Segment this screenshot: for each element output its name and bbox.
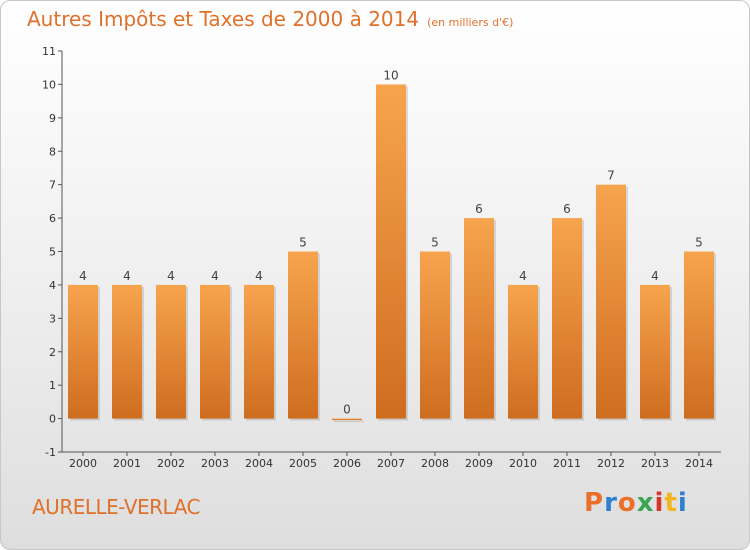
x-tick-label: 2003 <box>201 457 229 470</box>
chart-axes: -1 0 1 2 3 4 5 6 7 8 9 10 11 2000 2001 2002 2003 2004 2005… <box>42 45 721 470</box>
x-tick-label: 2005 <box>289 457 317 470</box>
y-tick-label: 9 <box>49 112 56 125</box>
x-tick-label: 2009 <box>465 457 493 470</box>
logo-letter: x <box>636 488 655 518</box>
bar <box>684 251 714 419</box>
y-tick-label: 3 <box>49 312 56 325</box>
logo-letter: t <box>664 488 678 518</box>
bar-value-label: 7 <box>607 169 615 183</box>
y-tick-label: 6 <box>49 212 56 225</box>
x-tick-label: 2001 <box>113 457 141 470</box>
chart-title: Autres Impôts et Taxes de 2000 à 2014 (en… <box>27 7 513 31</box>
bar <box>332 418 362 421</box>
bar-value-label: 4 <box>167 269 175 283</box>
x-tick-label: 2000 <box>69 457 97 470</box>
x-tick-label: 2011 <box>553 457 581 470</box>
bar-value-label: 5 <box>299 236 307 250</box>
y-tick-label: 2 <box>49 346 56 359</box>
x-tick-label: 2010 <box>509 457 537 470</box>
bar <box>68 284 98 419</box>
bar-value-label: 4 <box>255 269 263 283</box>
chart-value-labels: 4 4 4 4 4 5 0 10 5 6 4 6 7 4 5 <box>79 68 703 416</box>
logo-letter: i <box>654 488 665 518</box>
bar-value-label: 0 <box>343 403 351 417</box>
bar-value-label: 4 <box>519 269 527 283</box>
bar-value-label: 4 <box>651 269 659 283</box>
y-tick-label: -1 <box>45 446 56 459</box>
chart-subtitle: (en milliers d'€) <box>427 16 514 29</box>
logo-letter: r <box>604 488 618 518</box>
bar-value-label: 4 <box>211 269 219 283</box>
bar-shadow <box>334 420 364 423</box>
bar-value-label: 5 <box>695 236 703 250</box>
y-tick-label: 11 <box>42 45 56 58</box>
logo-letter: P <box>584 488 605 518</box>
bar <box>552 218 582 419</box>
commune-name: AURELLE-VERLAC <box>32 495 200 519</box>
bar-value-label: 10 <box>383 68 398 82</box>
bar <box>508 284 538 419</box>
y-tick-label: 1 <box>49 379 56 392</box>
bar <box>244 284 274 419</box>
bar <box>376 84 406 419</box>
chart-title-text: Autres Impôts et Taxes de 2000 à 2014 <box>27 7 420 31</box>
y-tick-label: 8 <box>49 145 56 158</box>
y-tick-label: 0 <box>49 413 56 426</box>
x-tick-label: 2013 <box>641 457 669 470</box>
bar <box>596 184 626 419</box>
x-tick-label: 2012 <box>597 457 625 470</box>
x-tick-label: 2006 <box>333 457 361 470</box>
bar <box>464 218 494 419</box>
x-tick-label: 2007 <box>377 457 405 470</box>
logo-letter: o <box>617 488 637 518</box>
logo-letter: i <box>677 488 688 518</box>
y-tick-label: 5 <box>49 246 56 259</box>
bar <box>156 284 186 419</box>
chart-bars <box>68 84 716 423</box>
bar-value-label: 5 <box>431 236 439 250</box>
bar-value-label: 6 <box>475 202 483 216</box>
x-tick-label: 2002 <box>157 457 185 470</box>
y-tick-label: 7 <box>49 179 56 192</box>
proxiti-logo[interactable]: Proxiti <box>584 488 688 518</box>
bar <box>112 284 142 419</box>
x-tick-label: 2014 <box>685 457 713 470</box>
bar <box>420 251 450 419</box>
bar <box>200 284 230 419</box>
bar <box>640 284 670 419</box>
bar <box>288 251 318 419</box>
x-tick-label: 2004 <box>245 457 273 470</box>
y-tick-label: 10 <box>42 78 56 91</box>
bar-value-label: 4 <box>79 269 87 283</box>
x-tick-label: 2008 <box>421 457 449 470</box>
y-tick-label: 4 <box>49 279 56 292</box>
bar-value-label: 4 <box>123 269 131 283</box>
bar-value-label: 6 <box>563 202 571 216</box>
